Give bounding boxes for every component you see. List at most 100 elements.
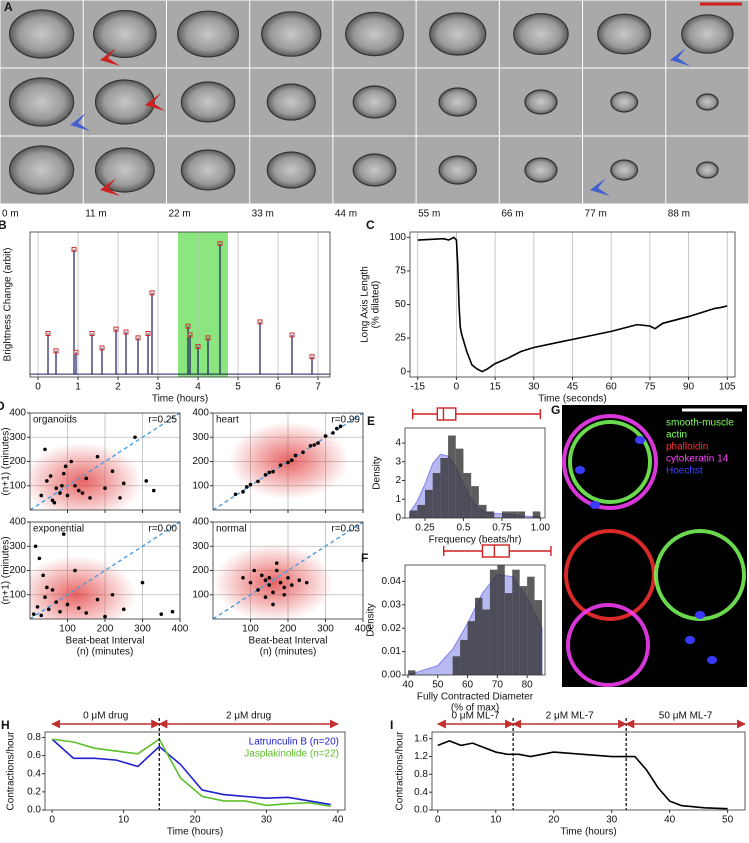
plot-frame xyxy=(212,521,364,620)
point xyxy=(65,602,70,607)
stat-label: r=0.25 xyxy=(148,415,177,426)
point xyxy=(267,575,272,580)
density xyxy=(30,442,143,510)
point xyxy=(95,597,100,602)
point xyxy=(65,493,70,498)
point xyxy=(233,492,238,497)
peak-marker xyxy=(99,345,105,351)
bar xyxy=(425,489,433,518)
point xyxy=(39,613,44,618)
bar xyxy=(440,458,449,518)
y-tick-label: 300 xyxy=(192,541,209,552)
point xyxy=(301,450,305,455)
stat-label: r=0.99 xyxy=(331,415,360,426)
nucleus xyxy=(707,656,717,664)
organoid xyxy=(524,89,558,115)
point xyxy=(84,476,89,481)
legend-label: phalloidin xyxy=(666,442,708,453)
bar xyxy=(448,435,456,518)
organoid xyxy=(9,77,75,127)
peak-marker xyxy=(113,326,119,332)
point xyxy=(103,614,107,619)
annotation: 2 μM ML-7 xyxy=(546,711,594,722)
organoid xyxy=(9,145,75,195)
x-tick-label: 200 xyxy=(97,624,114,635)
point xyxy=(31,612,36,616)
bar xyxy=(532,511,541,518)
y-tick-label: 1.2 xyxy=(414,751,428,762)
bar xyxy=(534,600,543,675)
series-line xyxy=(51,738,331,806)
cell-ring xyxy=(562,414,658,510)
series-line xyxy=(52,738,331,808)
plot xyxy=(417,232,728,377)
organoid xyxy=(610,159,639,181)
stat-label: r=0.03 xyxy=(331,524,360,535)
y-tick-label: 0.6 xyxy=(27,750,41,761)
y-tick-label: 0.00 xyxy=(382,670,402,681)
y-axis-label: Beat-beat Interval xyxy=(0,422,1,501)
y-axis-label: Brightness Change (arbit) xyxy=(3,248,14,362)
x-tick-label: 0 xyxy=(49,815,55,826)
x-tick-label: 400 xyxy=(172,624,189,635)
y-tick-label: 2 xyxy=(395,475,401,486)
x-tick-label: 0.5 xyxy=(457,523,471,534)
point xyxy=(76,606,81,610)
point xyxy=(69,459,74,464)
point xyxy=(45,585,49,590)
point xyxy=(271,590,275,595)
peak-marker xyxy=(135,335,141,341)
point xyxy=(151,488,156,493)
cell-ring xyxy=(568,420,652,504)
time-label: 33 m xyxy=(252,209,274,220)
arrowhead xyxy=(100,48,120,66)
organoid xyxy=(696,161,719,179)
panel-label: D xyxy=(0,399,5,413)
point xyxy=(267,470,272,475)
point xyxy=(110,469,115,474)
x-tick-label: 40 xyxy=(402,680,414,691)
point xyxy=(256,479,260,484)
x-axis-label: Beat-beat Interval xyxy=(66,636,145,647)
peak-marker xyxy=(53,348,59,354)
plot-frame xyxy=(409,231,736,378)
panel-label: E xyxy=(367,414,375,428)
time-label: 66 m xyxy=(501,209,523,220)
point xyxy=(263,595,268,599)
organoid xyxy=(597,13,652,55)
organoid xyxy=(352,153,397,187)
bar xyxy=(509,511,518,518)
plot xyxy=(30,232,330,377)
point xyxy=(41,573,45,578)
peak-marker xyxy=(187,332,193,338)
organoid xyxy=(180,149,236,191)
y-tick-label: 0.03 xyxy=(382,599,402,610)
bar xyxy=(501,511,510,518)
plot xyxy=(30,413,180,510)
bar xyxy=(517,511,525,518)
peak-marker xyxy=(257,319,263,325)
arrowhead xyxy=(100,178,120,196)
y-tick-label: 100 xyxy=(192,480,209,491)
y-tick-label: 400 xyxy=(192,517,209,528)
point xyxy=(334,426,339,431)
y-axis-label: (n+1) (minutes) xyxy=(1,536,12,604)
bar xyxy=(455,448,464,518)
peak-marker xyxy=(73,349,79,355)
panel-label: I xyxy=(390,718,393,732)
x-axis-label: Time (hours) xyxy=(152,394,208,405)
nucleus xyxy=(635,436,645,444)
x-tick-label: 6 xyxy=(275,382,281,393)
organoid xyxy=(177,10,240,58)
point xyxy=(289,458,294,463)
y-tick-label: 100 xyxy=(9,589,26,600)
organoid xyxy=(261,11,322,57)
x-tick-label: 10 xyxy=(490,815,502,826)
x-tick-label: 50 xyxy=(432,680,444,691)
plot-frame xyxy=(431,731,746,811)
peak-marker xyxy=(185,323,191,329)
x-axis-label: (n) (minutes) xyxy=(260,647,317,658)
y-axis-label: Contractions/hour xyxy=(6,731,17,811)
y-tick-label: 0.4 xyxy=(27,768,41,779)
point xyxy=(263,473,268,477)
